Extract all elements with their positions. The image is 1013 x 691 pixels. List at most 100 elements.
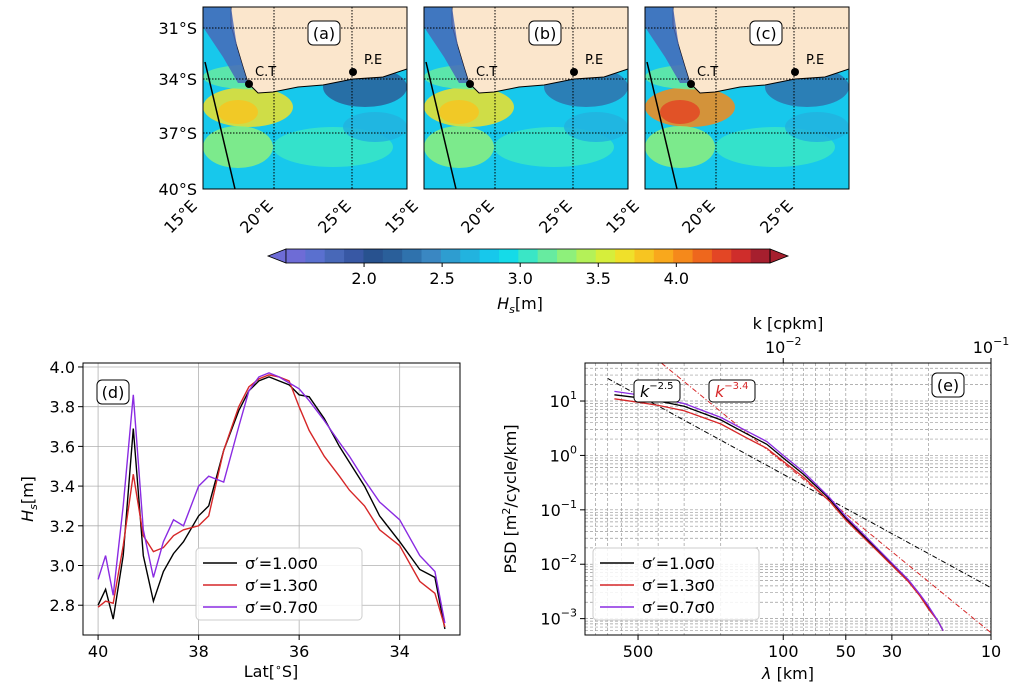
map-lat-tick: 34°S [158,70,197,89]
map-lat-tick: 37°S [158,124,197,143]
legend-entry: σ′=1.0σ0 [245,554,318,573]
series-line [614,390,944,632]
colorbar-segment [731,249,752,263]
coastal-low-wave-zone [645,7,690,83]
map-tag-box [307,20,341,46]
slope-label-black: k−2.5 [640,381,674,401]
map-tag: (c) [755,24,776,43]
colorbar-segment [537,249,558,263]
colorbar-tick-label: 2.5 [429,269,454,288]
city-label-cape-town: C.T [697,65,718,80]
colorbar-segment [402,249,423,263]
x-tick-label: 38 [188,642,208,661]
colorbar-extend-high [769,248,790,264]
slope-label-red-box [708,379,756,403]
city-marker-cape-town [466,80,474,88]
panel-d-tag-box [96,379,130,405]
map-panel: (a) C.T P.E 15°E 20°E 25°E [160,6,408,237]
x-tick-label: 36 [289,642,309,661]
panel-e-tag: (e) [937,376,959,395]
colorbar-segment [576,249,597,263]
slope-label-black-box [633,379,681,403]
panel-d-tag: (d) [102,383,125,402]
colorbar-segment [286,249,306,263]
legend-box [195,547,363,621]
legend-entry: σ′=0.7σ0 [245,598,318,617]
panel-e-xlabel: λ [km] [761,664,814,683]
panel-e: 500 100 50 30 10 10−3 10−2 10−1 100 101 10−2 10−1 (… [500,314,1009,683]
x-tick-label: 30 [882,642,902,661]
y-tick-label: 101 [550,389,577,411]
wave-field-patch [424,126,494,168]
map-lat-tick: 31°S [158,19,197,38]
wave-field-patch [645,126,715,168]
colorbar-frame [285,248,771,264]
map-frame [644,6,850,190]
map-lat-tick: 40°S [158,180,197,199]
series-line [97,372,446,624]
y-tick-label: 3.4 [50,477,75,496]
colorbar-extend-low [266,248,287,264]
map-lon-tick: 15°E [381,196,422,237]
map-panel: (c) C.T P.E 15°E 20°E 25°E [602,6,850,237]
wave-field-patch [785,112,849,142]
panel-d-frame [82,362,461,636]
colorbar-segment [363,249,384,263]
slope-label-red: k−3.4 [715,381,749,401]
y-tick-label: 10−1 [540,498,577,520]
colorbar-segment [557,249,577,263]
colorbar-tick-label: 3.5 [586,269,611,288]
map-tag-box [528,20,562,46]
y-tick-label: 2.8 [50,596,75,615]
colorbar-segment [692,249,713,263]
colorbar-segment [479,249,500,263]
city-marker-port-elizabeth [791,68,799,76]
reference-slope-line [607,378,991,589]
legend-box [592,547,760,621]
top-x-tick-label: 10−2 [765,335,802,357]
legend-entry: σ′=1.3σ0 [642,576,715,595]
x-tick-label: 10 [981,642,1001,661]
colorbar-segment [750,249,771,263]
series-line [97,376,446,630]
wave-field-patch [343,112,407,142]
map-lon-tick: 25°E [756,196,797,237]
wave-field-patch [564,112,628,142]
city-marker-port-elizabeth [349,68,357,76]
top-x-tick-label: 10−1 [973,335,1010,357]
map-frame [423,6,629,190]
transect-line [425,61,457,189]
colorbar-tick-label: 2.0 [351,269,376,288]
legend-entry: σ′=0.7σ0 [642,598,715,617]
colorbar-segment [460,249,481,263]
panel-d: 40 38 36 34 2.8 3.0 3.2 3.4 3.6 3.8 4.0 (d) Lat[∘S… [18,358,461,681]
y-tick-label: 4.0 [50,358,75,377]
colorbar-segment [344,249,364,263]
x-tick-label: 500 [623,642,654,661]
city-label-cape-town: C.T [476,65,497,80]
colorbar-segment [615,249,635,263]
wave-field-patch [439,100,479,124]
panel-d-legend: σ′=1.0σ0 σ′=1.3σ0 σ′=0.7σ0 [195,547,363,621]
colorbar-segment [711,249,732,263]
transect-line [646,61,678,189]
wave-field-patch [218,100,258,124]
panel-d-series [97,372,446,630]
city-label-port-elizabeth: P.E [806,53,824,68]
y-tick-label: 10−2 [540,552,577,574]
city-label-port-elizabeth: P.E [364,53,382,68]
colorbar-segment [653,249,674,263]
colorbar: 2.0 2.5 3.0 3.5 4.0 [266,248,790,288]
panel-e-legend: σ′=1.0σ0 σ′=1.3σ0 σ′=0.7σ0 [592,547,760,621]
legend-entry: σ′=1.3σ0 [245,576,318,595]
panel-e-ticks: 500 100 50 30 10 10−3 10−2 10−1 100 101 10−2 10−1 [540,335,1009,661]
x-tick-label: 100 [768,642,799,661]
wave-field-patch [660,100,700,124]
city-label-port-elizabeth: P.E [585,53,603,68]
coastal-low-wave-zone [203,7,248,83]
panel-d-ylabel: Hs[m] [18,476,40,522]
map-tag: (a) [313,24,335,43]
colorbar-segment [305,249,326,263]
colorbar-segment [421,249,442,263]
